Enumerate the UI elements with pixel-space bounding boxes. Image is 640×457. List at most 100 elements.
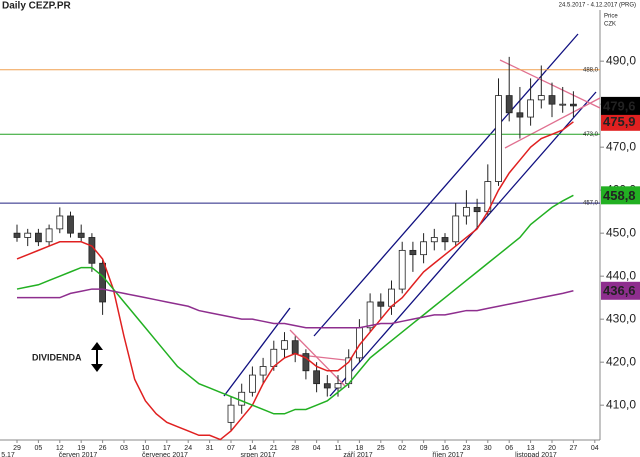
date-range: 24.5.2017 - 4.12.2017 (PRG) [559,3,636,9]
candle-body [409,249,417,256]
candle-body [441,237,449,243]
candles [13,56,577,431]
x-tick-label: 12 [56,445,64,452]
candle-body [516,112,524,118]
x-tick-label: 24 [184,445,192,452]
candle-body [323,383,331,389]
candle-body [238,391,246,406]
dividend-arrow [91,342,103,372]
candle-body [291,340,299,354]
month-label: říjen 2017 [432,452,463,457]
x-tick-label: 25 [377,445,385,452]
x-tick-label: 23 [463,445,471,452]
y-tick-label: 440,0 [606,268,636,282]
y-tick-label: 410,0 [606,397,636,411]
candle-body [281,340,288,350]
month-label: září 2017 [343,452,372,457]
y-tick-label: 430,0 [606,311,636,325]
x-tick-label: 17 [163,445,171,452]
x-tick-label: 18 [356,445,364,452]
level-label: 473,0 [583,132,599,138]
candle-body [548,95,556,105]
candle-body [377,301,385,307]
annotation: DIVIDENDA [32,352,82,362]
x-tick-label: 02 [398,445,406,452]
y-tick-label: 470,0 [606,139,636,153]
x-tick-label: 09 [420,445,428,452]
x-tick-label: 16 [441,445,449,452]
candle-body [13,232,21,238]
candle-body [35,232,42,243]
x-tick-label: 26 [99,445,107,452]
price-tag [601,112,640,131]
candle-body [67,215,74,234]
candle-body [334,383,342,389]
moving-average [16,121,574,441]
candle-body [313,370,321,385]
price-tag-label: 458,8 [603,188,636,203]
candle-body [473,206,481,213]
candle-body [302,353,310,372]
candle-body [527,99,534,118]
candle-body [259,366,267,376]
x-tick-label: 04 [313,445,321,452]
candle-body [398,249,406,290]
candle-body [227,404,235,423]
level-label: 457,0 [583,201,599,207]
x-tick-label: 04 [591,445,599,452]
price-tag [601,96,640,115]
x-tick-label: 06 [505,445,513,452]
price-tag-label: 479,6 [603,98,636,113]
candle-body [462,206,470,217]
candle-body [430,237,438,243]
price-tag-label: 475,9 [603,114,636,129]
candle-body [495,95,502,182]
trendlines [223,33,601,397]
candle-body [24,232,32,238]
moving-average [16,194,574,415]
candle-body [420,241,428,256]
candle-body [56,215,64,230]
candle-body [99,262,106,303]
candle-body [505,95,513,114]
currency: CZK [604,22,616,28]
x-tick-label: 05 [35,445,43,452]
price-tag [601,281,640,300]
y-tick-label: 490,0 [606,53,636,67]
price-tag-label: 436,6 [603,283,636,298]
price-tag [601,186,640,205]
level-label: 488,0 [583,67,599,73]
x-tick-label: 20 [548,445,556,452]
x-tick-label: 30 [484,445,492,452]
chart-title: Daily CEZP.PR [2,1,72,12]
candle-body [45,228,53,243]
month-label: 5.17 [1,452,15,457]
x-tick-label: 21 [270,445,278,452]
x-tick-label: 27 [570,445,578,452]
x-tick-label: 28 [291,445,299,452]
x-tick-label: 29 [13,445,21,452]
y-tick-label: 420,0 [606,354,636,368]
candle-body [537,95,545,101]
x-tick-label: 14 [249,445,257,452]
candle-body [88,237,96,264]
candle-body [452,215,460,243]
candle-body [366,301,374,329]
candle-body [570,103,577,107]
month-label: červen 2017 [59,452,98,457]
axis-title: Price [604,14,618,20]
moving-average [17,288,574,329]
month-label: listopad 2017 [515,452,557,457]
candle-body [559,103,567,106]
x-tick-label: 11 [334,445,341,452]
candle-body [248,374,256,393]
month-label: srpen 2017 [240,452,275,457]
x-tick-label: 07 [227,445,235,452]
x-tick-label: 13 [527,445,535,452]
x-tick-label: 31 [206,445,214,452]
candle-body [77,232,85,238]
x-tick-label: 10 [142,445,150,452]
y-tick-label: 450,0 [606,225,636,239]
